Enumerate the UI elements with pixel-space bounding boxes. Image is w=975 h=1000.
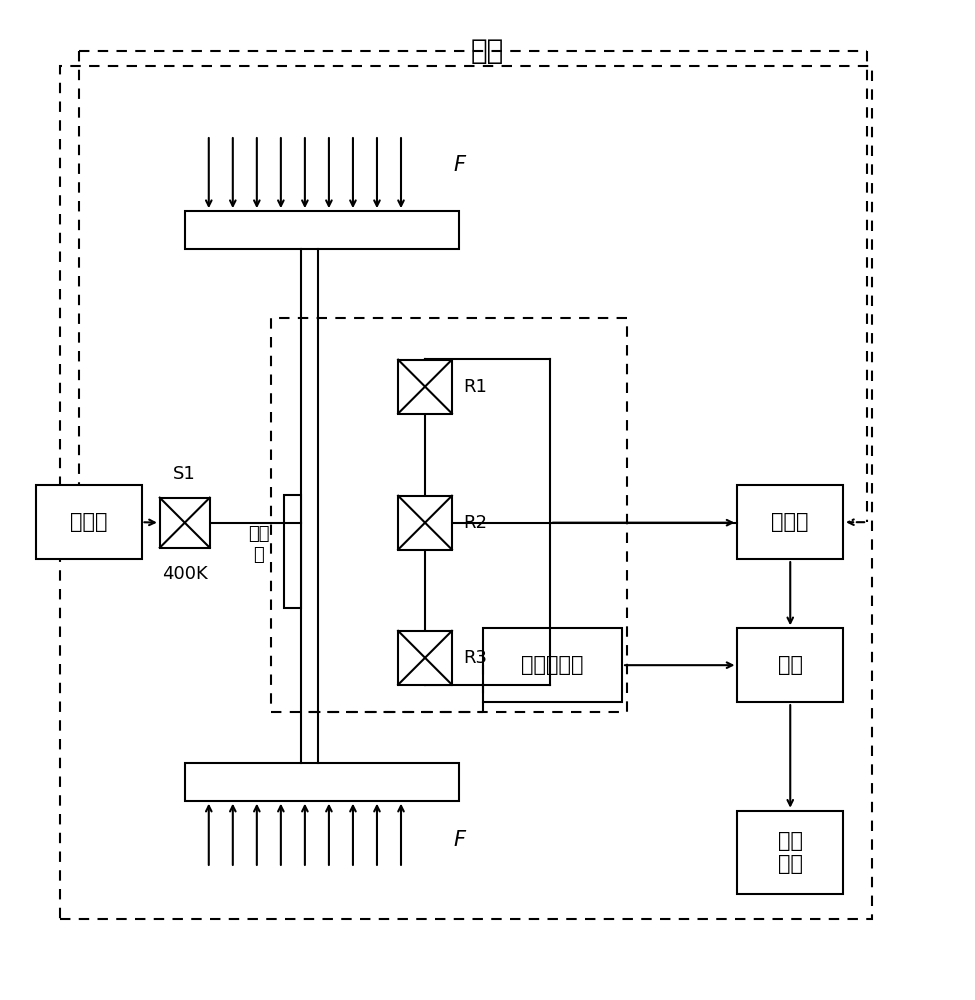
Bar — [737, 811, 843, 894]
Bar — [184, 763, 458, 801]
Bar — [284, 495, 301, 608]
Bar — [398, 631, 452, 685]
Text: S1: S1 — [174, 465, 196, 483]
Text: 发射源: 发射源 — [70, 512, 107, 532]
Text: R3: R3 — [463, 649, 488, 667]
Bar — [398, 496, 452, 550]
Text: R2: R2 — [463, 514, 488, 532]
Text: F: F — [453, 830, 466, 850]
Bar — [160, 498, 210, 548]
Text: 同步: 同步 — [471, 37, 504, 65]
Text: 应变采集仪: 应变采集仪 — [521, 655, 584, 675]
Text: 示波器: 示波器 — [771, 512, 809, 532]
Bar — [398, 360, 452, 414]
Text: 应变
片: 应变 片 — [248, 525, 269, 564]
Bar — [59, 66, 872, 919]
Text: 电脑: 电脑 — [778, 655, 802, 675]
Bar — [271, 318, 627, 712]
Bar — [184, 211, 458, 249]
Text: 400K: 400K — [162, 565, 208, 583]
Text: R1: R1 — [463, 378, 488, 396]
Bar — [737, 485, 843, 559]
Bar — [483, 628, 622, 702]
Bar — [36, 485, 141, 559]
Text: F: F — [453, 155, 466, 175]
Bar — [737, 628, 843, 702]
Text: 数据
分析: 数据 分析 — [778, 831, 802, 874]
